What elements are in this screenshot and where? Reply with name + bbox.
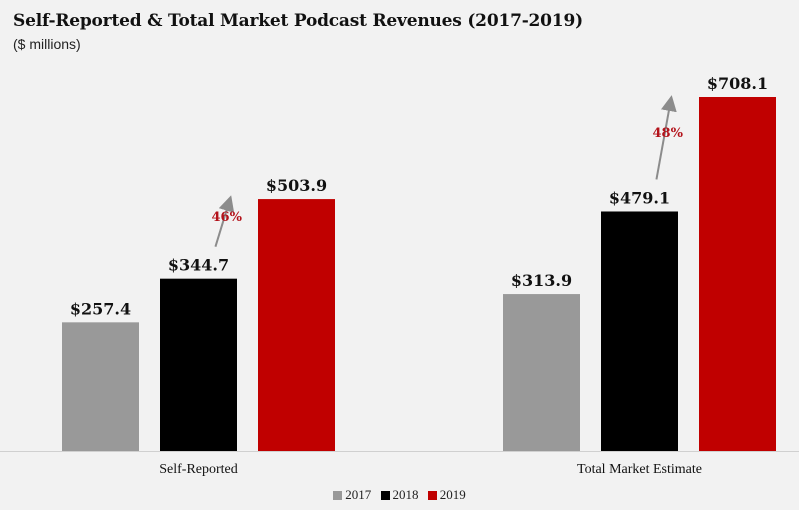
legend-swatch-2017 <box>333 490 343 500</box>
bar-value-label: $257.4 <box>70 299 131 318</box>
chart-subtitle: ($ millions) <box>13 36 81 52</box>
bar-value-label: $479.1 <box>609 188 670 207</box>
legend-label-2017: 2017 <box>345 487 372 502</box>
growth-arrow <box>214 195 235 247</box>
growth-arrow <box>655 95 677 180</box>
bar-2019-1 <box>699 97 776 451</box>
chart-title: Self-Reported & Total Market Podcast Rev… <box>13 11 583 31</box>
bar-2018-1 <box>601 211 678 451</box>
growth-percent-label: 46% <box>211 210 242 225</box>
category-label: Total Market Estimate <box>577 462 702 477</box>
legend-item-2017: 2017 <box>333 487 371 503</box>
bar-value-label: $708.1 <box>707 74 768 93</box>
legend-label-2018: 2018 <box>392 487 419 502</box>
legend-item-2019: 2019 <box>427 487 466 503</box>
bar-2019-0 <box>258 199 335 451</box>
category-label: Self-Reported <box>159 462 238 477</box>
legend-label-2019: 2019 <box>439 487 466 502</box>
bar-value-label: $313.9 <box>511 271 572 290</box>
bar-value-label: $344.7 <box>168 256 229 275</box>
legend-item-2018: 2018 <box>380 487 419 503</box>
legend-swatch-2019 <box>427 490 437 500</box>
bar-2017-1 <box>503 294 580 451</box>
bar-2018-0 <box>160 278 237 451</box>
growth-percent-label: 48% <box>652 126 683 141</box>
legend: 2017 2018 2019 <box>0 487 799 504</box>
bar-value-label: $503.9 <box>266 176 327 195</box>
bar-2017-0 <box>62 322 139 451</box>
legend-swatch-2018 <box>380 490 390 500</box>
